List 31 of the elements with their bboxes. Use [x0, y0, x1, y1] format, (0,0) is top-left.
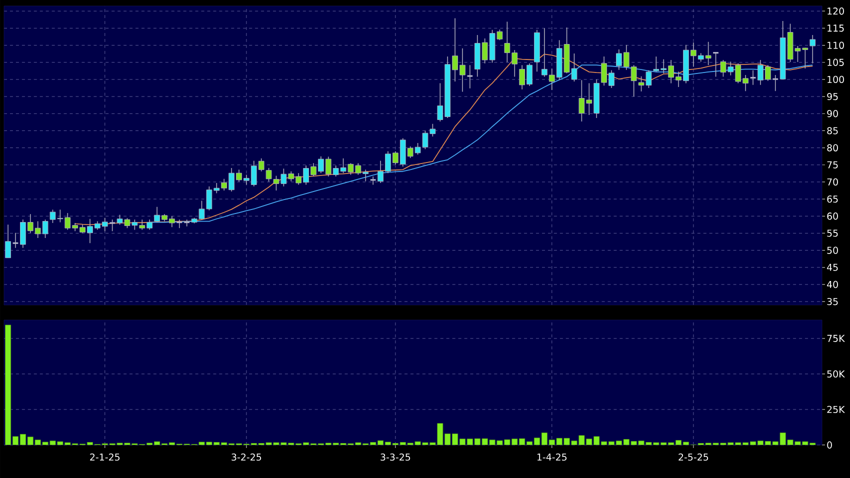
y-tick-label: 55 — [827, 230, 838, 237]
y-tick-label: 75K — [827, 334, 845, 342]
y-tick-label: 115 — [828, 24, 844, 32]
y-tick-label: 100 — [828, 76, 844, 84]
candlestick — [712, 52, 720, 78]
y-tick-label: 0 — [827, 441, 832, 449]
y-tick-label: 45 — [827, 264, 838, 271]
y-tick-label: 50 — [827, 246, 838, 254]
y-tick-label: 90 — [827, 110, 838, 118]
y-tick-label: 25K — [827, 406, 845, 414]
y-tick-label: 85 — [827, 127, 838, 134]
candlestick — [810, 34, 816, 64]
candlestick — [5, 224, 11, 258]
x-tick-label: 2-1-25 — [90, 453, 120, 461]
y-tick-label: 70 — [827, 178, 838, 186]
x-tick-label: 2-5-25 — [678, 453, 708, 461]
y-tick-label: 75 — [827, 161, 838, 168]
y-tick-label: 40 — [827, 280, 838, 288]
y-tick-label: 95 — [827, 92, 838, 100]
y-tick-label: 65 — [827, 195, 838, 203]
y-tick-label: 110 — [828, 42, 844, 49]
y-tick-label: 120 — [828, 8, 844, 15]
y-tick-label: 105 — [828, 58, 844, 66]
x-tick-label: 3-3-25 — [380, 453, 410, 461]
y-tick-label: 60 — [827, 212, 838, 220]
candlestick — [266, 168, 272, 182]
y-tick-label: 35 — [827, 298, 838, 306]
x-tick-label: 3-2-25 — [232, 453, 262, 461]
y-tick-label: 50K — [827, 370, 845, 378]
y-tick-label: 80 — [827, 144, 838, 152]
x-tick-label: 1-4-25 — [537, 453, 567, 461]
